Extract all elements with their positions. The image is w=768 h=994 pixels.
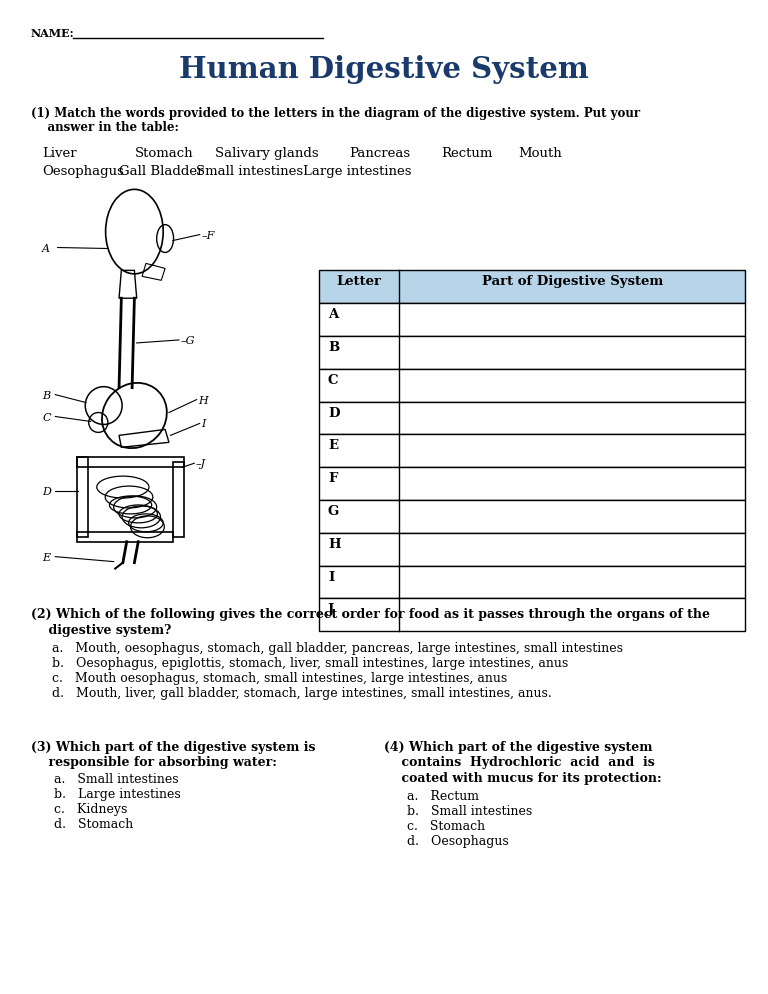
Bar xyxy=(319,369,745,402)
Text: Letter: Letter xyxy=(336,275,382,288)
Text: Liver: Liver xyxy=(42,147,77,160)
Text: H: H xyxy=(198,396,208,406)
Bar xyxy=(319,566,745,598)
Text: b.   Large intestines: b. Large intestines xyxy=(54,788,180,801)
Text: answer in the table:: answer in the table: xyxy=(31,121,179,134)
Text: (4) Which part of the digestive system: (4) Which part of the digestive system xyxy=(384,741,653,753)
Text: contains  Hydrochloric  acid  and  is: contains Hydrochloric acid and is xyxy=(384,756,655,769)
Text: a.   Mouth, oesophagus, stomach, gall bladder, pancreas, large intestines, small: a. Mouth, oesophagus, stomach, gall blad… xyxy=(52,642,623,655)
Text: J: J xyxy=(328,603,334,616)
Bar xyxy=(319,500,745,533)
Text: –F: –F xyxy=(201,231,214,241)
Text: I: I xyxy=(201,419,206,429)
Text: D: D xyxy=(42,487,51,497)
Text: –G: –G xyxy=(180,336,195,346)
Text: I: I xyxy=(328,571,334,583)
Bar xyxy=(319,533,745,566)
Text: A: A xyxy=(42,244,50,253)
Text: c.   Kidneys: c. Kidneys xyxy=(54,803,127,816)
Text: D: D xyxy=(328,407,339,419)
Text: A: A xyxy=(328,308,338,321)
Text: Human Digestive System: Human Digestive System xyxy=(179,55,589,83)
Text: Large intestines: Large intestines xyxy=(303,165,412,178)
Text: responsible for absorbing water:: responsible for absorbing water: xyxy=(31,756,276,769)
Text: Rectum: Rectum xyxy=(442,147,493,160)
Text: c.   Stomach: c. Stomach xyxy=(407,820,485,833)
Text: (1) Match the words provided to the letters in the diagram of the digestive syst: (1) Match the words provided to the lett… xyxy=(31,107,640,120)
Bar xyxy=(319,467,745,500)
Text: coated with mucus for its protection:: coated with mucus for its protection: xyxy=(384,772,661,785)
Text: H: H xyxy=(328,538,340,551)
Text: Salivary glands: Salivary glands xyxy=(215,147,319,160)
Text: B: B xyxy=(42,391,51,401)
Text: digestive system?: digestive system? xyxy=(31,624,171,637)
Text: Small intestines: Small intestines xyxy=(196,165,303,178)
Text: F: F xyxy=(328,472,337,485)
Text: d.   Stomach: d. Stomach xyxy=(54,818,133,831)
Text: Stomach: Stomach xyxy=(134,147,193,160)
Text: Pancreas: Pancreas xyxy=(349,147,411,160)
Bar xyxy=(319,303,745,336)
Text: d.   Oesophagus: d. Oesophagus xyxy=(407,835,508,848)
Text: a.   Rectum: a. Rectum xyxy=(407,790,479,803)
Text: E: E xyxy=(328,439,338,452)
Text: Mouth: Mouth xyxy=(518,147,562,160)
Text: b.   Small intestines: b. Small intestines xyxy=(407,805,532,818)
Bar xyxy=(319,270,745,303)
Text: Gall Bladder: Gall Bladder xyxy=(119,165,204,178)
Text: a.   Small intestines: a. Small intestines xyxy=(54,773,178,786)
Text: Part of Digestive System: Part of Digestive System xyxy=(482,275,663,288)
Text: b.   Oesophagus, epiglottis, stomach, liver, small intestines, large intestines,: b. Oesophagus, epiglottis, stomach, live… xyxy=(52,657,568,670)
Text: B: B xyxy=(328,341,339,354)
Text: C: C xyxy=(328,374,339,387)
Text: E: E xyxy=(42,553,51,563)
Text: (3) Which part of the digestive system is: (3) Which part of the digestive system i… xyxy=(31,741,315,753)
Text: G: G xyxy=(328,505,339,518)
Text: NAME:: NAME: xyxy=(31,28,74,39)
Bar xyxy=(319,402,745,434)
Text: C: C xyxy=(42,413,51,422)
Text: (2) Which of the following gives the correct order for food as it passes through: (2) Which of the following gives the cor… xyxy=(31,608,710,621)
Text: Oesophagus: Oesophagus xyxy=(42,165,124,178)
Text: –J: –J xyxy=(196,459,206,469)
Text: c.   Mouth oesophagus, stomach, small intestines, large intestines, anus: c. Mouth oesophagus, stomach, small inte… xyxy=(52,672,508,685)
Bar xyxy=(319,336,745,369)
Text: d.   Mouth, liver, gall bladder, stomach, large intestines, small intestines, an: d. Mouth, liver, gall bladder, stomach, … xyxy=(52,687,552,700)
Bar xyxy=(319,434,745,467)
Bar xyxy=(319,598,745,631)
